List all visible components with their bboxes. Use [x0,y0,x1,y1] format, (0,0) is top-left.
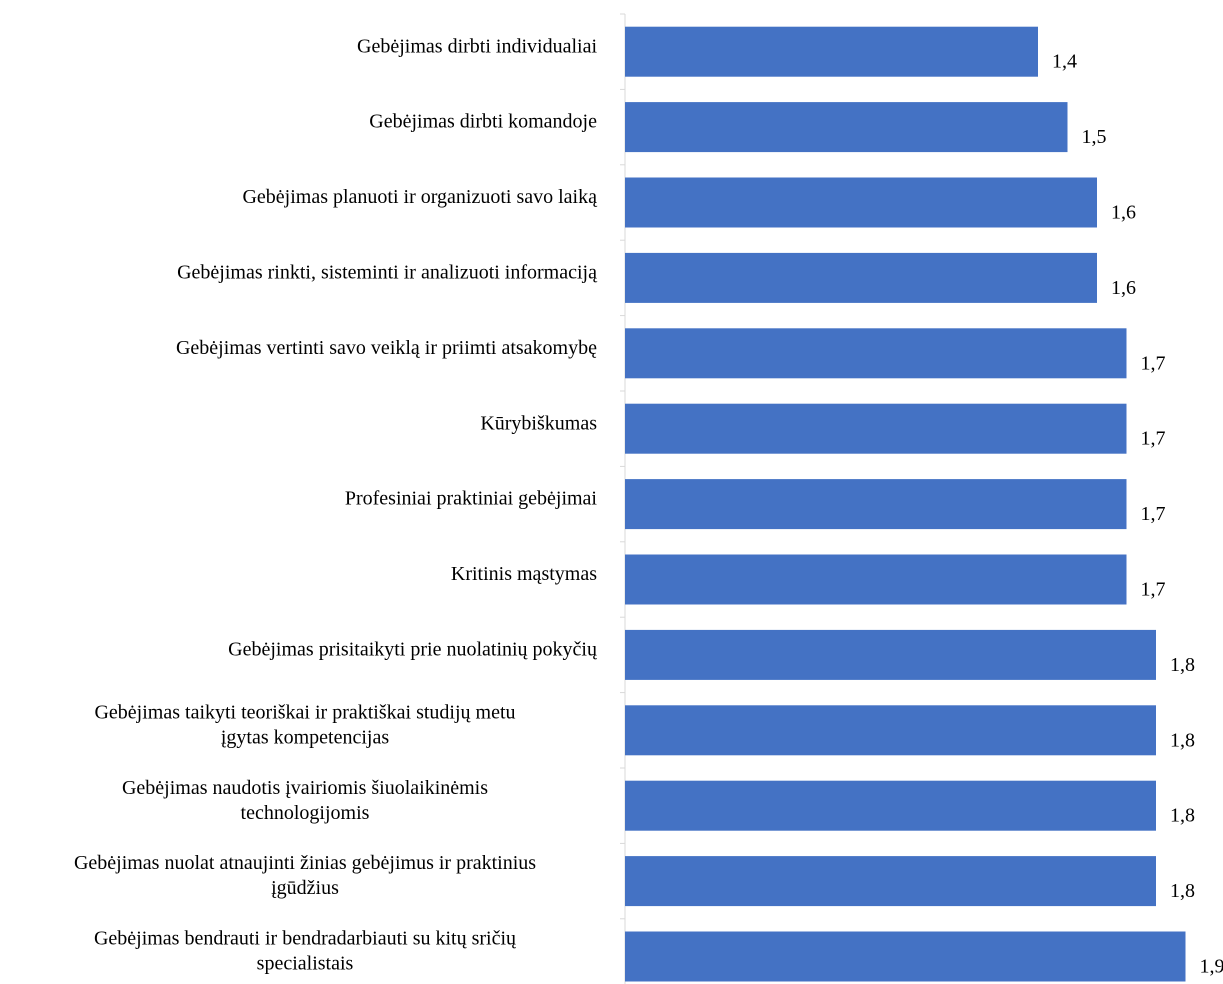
value-label: 1,4 [1052,51,1077,73]
bar [625,629,1156,680]
value-label: 1,8 [1170,880,1195,902]
value-label: 1,7 [1141,428,1166,450]
category-label: Gebėjimas taikyti teoriškai ir praktiška… [94,701,515,748]
bar [625,26,1038,77]
category-label: Gebėjimas dirbti komandoje [369,111,597,133]
category-label: Gebėjimas vertinti savo veiklą ir priimt… [176,337,597,359]
category-label: Kūrybiškumas [480,412,597,434]
category-label-line: Gebėjimas nuolat atnaujinti žinias gebėj… [74,852,536,874]
bar [625,102,1068,153]
bar [625,479,1127,530]
category-label-line: įgūdžius [271,877,339,899]
bar [625,177,1097,228]
bar [625,252,1097,303]
category-label: Gebėjimas planuoti ir organizuoti savo l… [242,186,598,208]
value-label: 1,6 [1111,277,1136,299]
category-label: Gebėjimas nuolat atnaujinti žinias gebėj… [74,852,536,899]
bar [625,856,1156,907]
value-label: 1,6 [1111,202,1136,224]
category-label: Gebėjimas rinkti, sisteminti ir analizuo… [177,261,598,283]
category-label: Gebėjimas prisitaikyti prie nuolatinių p… [228,638,598,660]
value-label: 1,8 [1170,654,1195,676]
value-label: 1,5 [1082,126,1107,148]
category-label-line: technologijomis [241,802,370,824]
bar [625,328,1127,379]
bars-group [625,26,1186,982]
value-label: 1,7 [1141,503,1166,525]
bar [625,705,1156,756]
bar [625,554,1127,605]
value-label: 1,8 [1170,805,1195,827]
category-label-line: Gebėjimas bendrauti ir bendradarbiauti s… [94,928,517,950]
bar [625,931,1186,982]
value-label: 1,8 [1170,729,1195,751]
value-labels: 1,4 1,5 1,6 1,6 1,7 1,7 1,7 1,7 1,8 1,8 1,8 1,8 1,9 [1052,51,1223,978]
category-label: Gebėjimas bendrauti ir bendradarbiauti s… [94,928,517,975]
category-label: Kritinis mąstymas [451,563,597,585]
category-labels: Gebėjimas dirbti individualiai Gebėjimas … [74,35,598,974]
category-label-line: specialistais [257,953,354,975]
value-label: 1,7 [1141,579,1166,601]
category-label-line: Gebėjimas naudotis įvairiomis šiuolaikin… [122,777,488,799]
category-label-line: įgytas kompetencijas [221,726,390,748]
y-axis-ticks [620,13,625,920]
value-label: 1,9 [1200,956,1223,978]
category-label: Gebėjimas dirbti individualiai [357,35,597,57]
category-label: Gebėjimas naudotis įvairiomis šiuolaikin… [122,777,488,824]
value-label: 1,7 [1141,352,1166,374]
bar [625,403,1127,454]
category-label-line: Gebėjimas taikyti teoriškai ir praktiška… [94,701,515,723]
category-label: Profesiniai praktiniai gebėjimai [345,488,598,510]
bar [625,780,1156,831]
